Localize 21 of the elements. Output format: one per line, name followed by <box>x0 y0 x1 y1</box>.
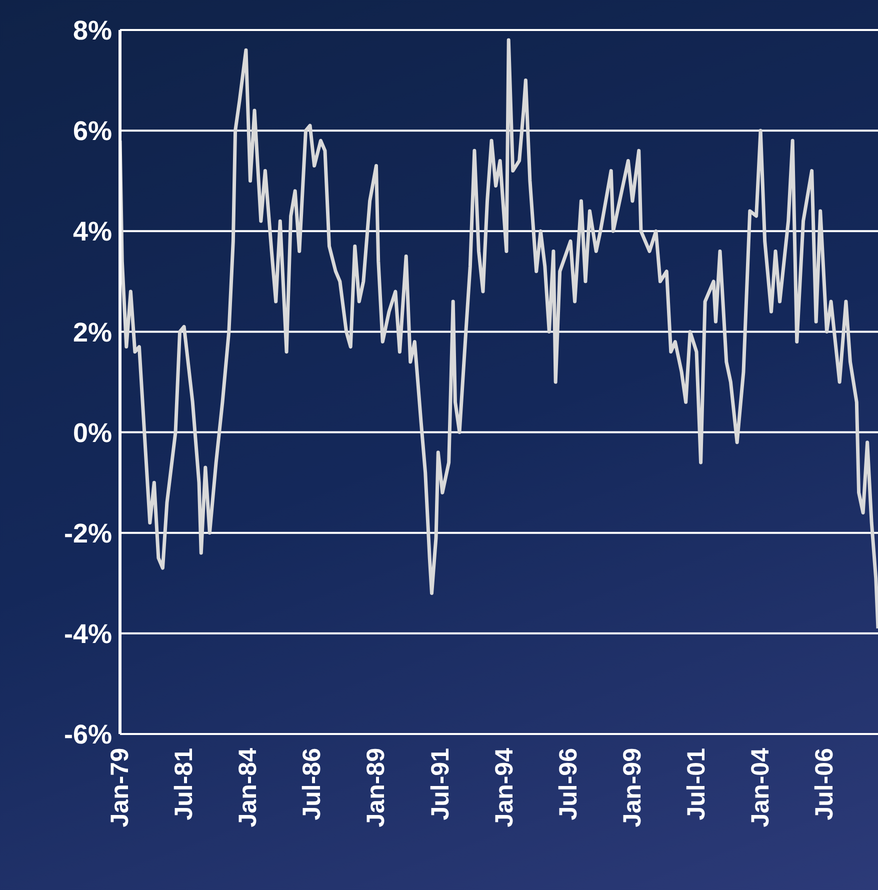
x-tick-label: Jan-79 <box>106 748 134 828</box>
x-tick-label: Jan-94 <box>490 748 518 828</box>
x-tick-label: Jul-01 <box>682 748 711 820</box>
x-tick-label: Jul-91 <box>426 748 454 820</box>
x-tick-label: Jan-04 <box>746 748 775 828</box>
y-tick-label: -6% <box>64 720 112 750</box>
y-tick-label: -4% <box>64 619 112 650</box>
y-tick-label: 0% <box>72 418 112 448</box>
x-tick-label: Jan-84 <box>234 748 262 828</box>
x-tick-label: Jul-96 <box>554 748 582 820</box>
y-tick-label: 4% <box>72 216 112 247</box>
x-tick-label: Jul-06 <box>810 748 839 820</box>
y-tick-label: -2% <box>64 518 112 548</box>
x-tick-label: Jan-99 <box>618 748 646 828</box>
y-tick-label: 6% <box>72 116 112 146</box>
x-tick-label: Jul-81 <box>170 748 198 820</box>
x-tick-label: Jul-86 <box>298 748 326 820</box>
x-tick-label: Jan-89 <box>362 748 390 828</box>
y-tick-label: 2% <box>72 317 112 348</box>
y-tick-label: 8% <box>72 16 112 46</box>
line-series <box>120 38 878 630</box>
